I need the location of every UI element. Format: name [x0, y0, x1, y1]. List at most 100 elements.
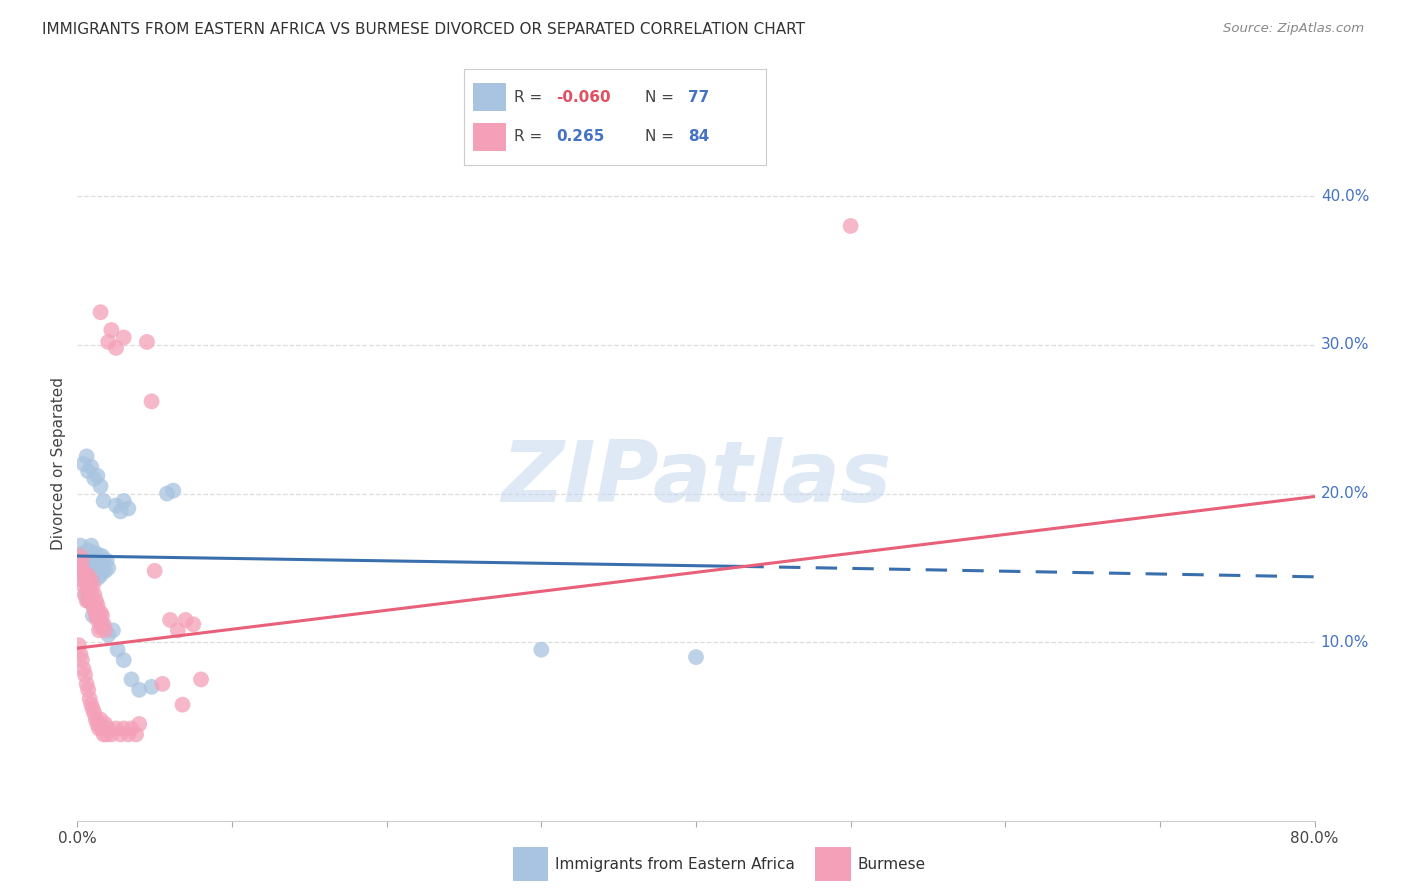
- Point: [97, 561, 120, 575]
- Point: [90, 305, 111, 319]
- Point: [83, 706, 105, 721]
- Point: [91, 564, 114, 578]
- Bar: [472, 83, 506, 111]
- Point: [90, 568, 111, 582]
- Point: [69, 647, 91, 661]
- Point: [75, 668, 96, 682]
- Point: [76, 677, 98, 691]
- Point: [79, 579, 101, 593]
- Point: [77, 568, 100, 582]
- Point: [75, 568, 96, 582]
- Point: [86, 613, 108, 627]
- Point: [94, 717, 117, 731]
- Point: [79, 691, 101, 706]
- Point: [112, 330, 135, 344]
- Text: Immigrants from Eastern Africa: Immigrants from Eastern Africa: [555, 857, 796, 871]
- Point: [72, 568, 94, 582]
- Point: [839, 219, 862, 233]
- Point: [90, 606, 111, 620]
- Point: [82, 579, 104, 593]
- Point: [90, 558, 111, 572]
- Point: [112, 653, 135, 667]
- Point: [87, 608, 110, 623]
- Point: [100, 727, 122, 741]
- Point: [84, 546, 107, 560]
- Point: [84, 564, 107, 578]
- Point: [75, 561, 96, 575]
- Point: [117, 727, 139, 741]
- Point: [141, 680, 163, 694]
- Point: [82, 549, 104, 563]
- Point: [167, 624, 190, 638]
- Point: [190, 673, 212, 687]
- Point: [79, 553, 101, 567]
- Point: [117, 501, 139, 516]
- Point: [86, 571, 108, 585]
- Point: [105, 341, 127, 355]
- Point: [128, 682, 150, 697]
- Text: R =: R =: [513, 89, 547, 104]
- Point: [77, 593, 100, 607]
- Point: [67, 638, 90, 652]
- Point: [93, 494, 115, 508]
- Point: [121, 722, 143, 736]
- Point: [84, 713, 107, 727]
- Point: [69, 564, 91, 578]
- Point: [156, 486, 179, 500]
- Text: 10.0%: 10.0%: [1320, 635, 1369, 649]
- Point: [96, 727, 118, 741]
- Point: [110, 504, 132, 518]
- Point: [83, 602, 105, 616]
- Point: [69, 539, 91, 553]
- Text: Source: ZipAtlas.com: Source: ZipAtlas.com: [1223, 22, 1364, 36]
- Point: [87, 722, 110, 736]
- Point: [87, 561, 110, 575]
- Point: [183, 617, 205, 632]
- Point: [76, 575, 98, 590]
- Point: [91, 617, 114, 632]
- Point: [83, 568, 105, 582]
- Point: [128, 717, 150, 731]
- Point: [159, 613, 181, 627]
- Point: [79, 593, 101, 607]
- Point: [112, 494, 135, 508]
- Point: [86, 553, 108, 567]
- Text: 84: 84: [688, 129, 709, 145]
- Point: [110, 727, 132, 741]
- Point: [82, 702, 104, 716]
- Point: [97, 722, 120, 736]
- Point: [530, 642, 553, 657]
- Point: [75, 588, 96, 602]
- Point: [76, 564, 98, 578]
- Point: [80, 573, 103, 587]
- Point: [76, 450, 98, 464]
- Point: [67, 553, 90, 567]
- Y-axis label: Divorced or Separated: Divorced or Separated: [51, 377, 66, 550]
- Point: [162, 483, 184, 498]
- Text: 20.0%: 20.0%: [1320, 486, 1369, 501]
- Point: [105, 722, 127, 736]
- Point: [70, 573, 93, 587]
- Point: [86, 468, 108, 483]
- Point: [97, 334, 120, 349]
- Point: [97, 628, 120, 642]
- Point: [77, 583, 100, 598]
- Point: [94, 564, 117, 578]
- Point: [72, 457, 94, 471]
- Text: R =: R =: [513, 129, 553, 145]
- Point: [174, 613, 197, 627]
- Point: [86, 717, 108, 731]
- Point: [70, 564, 93, 578]
- Point: [91, 608, 114, 623]
- Text: 30.0%: 30.0%: [1320, 337, 1369, 352]
- Point: [70, 653, 93, 667]
- Point: [91, 722, 114, 736]
- Point: [93, 553, 115, 567]
- Point: [93, 617, 115, 632]
- Point: [100, 323, 122, 337]
- Text: N =: N =: [645, 129, 679, 145]
- Point: [90, 713, 111, 727]
- Point: [86, 598, 108, 612]
- Point: [72, 662, 94, 676]
- Point: [121, 673, 143, 687]
